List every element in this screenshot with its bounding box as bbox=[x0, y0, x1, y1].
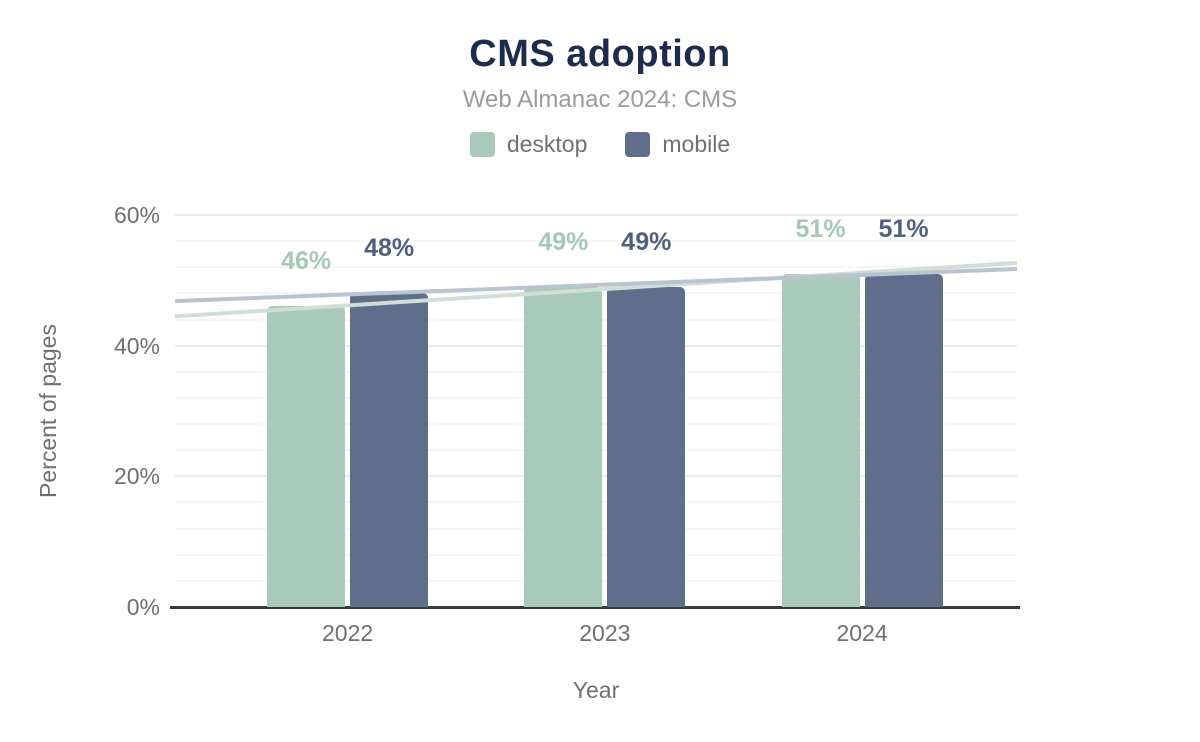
minor-gridline bbox=[175, 240, 1017, 243]
trendlines bbox=[174, 260, 1018, 319]
y-axis-title: Percent of pages bbox=[35, 324, 61, 498]
value-label-desktop-2024: 51% bbox=[795, 214, 846, 243]
legend-label-mobile: mobile bbox=[662, 131, 731, 157]
bar-mobile-2023 bbox=[607, 286, 686, 607]
value-label-desktop-2023: 49% bbox=[538, 227, 589, 256]
legend-item-desktop: desktop bbox=[469, 131, 588, 157]
trendline-mobile bbox=[174, 266, 1018, 304]
value-label-desktop-2022: 46% bbox=[281, 247, 332, 276]
chart-title: CMS adoption bbox=[469, 33, 731, 75]
value-label-mobile-2022: 48% bbox=[364, 234, 415, 263]
x-axis-tick-label: 2023 bbox=[579, 620, 631, 646]
bar-mobile-2024 bbox=[864, 273, 943, 607]
x-axis-tick-label: 2024 bbox=[836, 620, 888, 646]
legend: desktop mobile bbox=[0, 132, 1200, 157]
y-axis-tick-label: 60% bbox=[113, 202, 160, 228]
major-gridline bbox=[175, 214, 1017, 216]
x-axis-line bbox=[170, 606, 1020, 609]
chart-subtitle: Web Almanac 2024: CMS bbox=[462, 86, 738, 113]
y-axis-tick-label: 20% bbox=[113, 463, 160, 490]
minor-gridline bbox=[175, 266, 1017, 269]
value-label-mobile-2024: 51% bbox=[878, 214, 929, 243]
bar-desktop-2022 bbox=[267, 306, 346, 607]
legend-swatch-mobile bbox=[625, 132, 651, 157]
y-axis-tick-label: 40% bbox=[113, 332, 160, 359]
legend-swatch-desktop bbox=[469, 132, 495, 157]
x-axis-title: Year bbox=[572, 677, 620, 703]
y-axis-tick-label: 0% bbox=[126, 594, 160, 620]
legend-label-desktop: desktop bbox=[506, 131, 588, 157]
legend-item-mobile: mobile bbox=[625, 132, 730, 157]
bar-desktop-2024 bbox=[781, 273, 860, 607]
chart-header: CMS adoption Web Almanac 2024: CMS deskt… bbox=[0, 0, 1200, 157]
bar-mobile-2022 bbox=[350, 293, 429, 607]
trendline-desktop bbox=[174, 260, 1018, 319]
x-axis-tick-label: 2022 bbox=[322, 620, 374, 646]
bar-desktop-2023 bbox=[524, 286, 603, 607]
value-label-mobile-2023: 49% bbox=[621, 227, 672, 256]
